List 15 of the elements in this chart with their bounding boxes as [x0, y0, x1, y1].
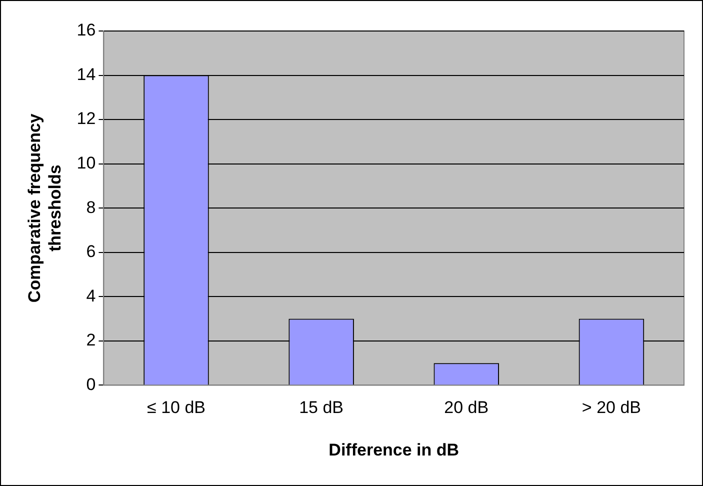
- y-tick-label: 10: [76, 154, 96, 173]
- y-tick-label: 4: [86, 286, 96, 306]
- y-tick-label: 2: [86, 330, 96, 350]
- x-tick-label: > 20 dB: [582, 398, 642, 418]
- y-tick-label: 8: [86, 198, 96, 217]
- x-axis-title: Difference in dB: [328, 440, 460, 460]
- y-tick-label: 0: [86, 374, 96, 394]
- y-axis-title: Comparative frequency thresholds: [24, 113, 64, 303]
- x-tick-label: 20 dB: [444, 398, 489, 418]
- y-tick-label: 14: [76, 64, 96, 84]
- x-tick-label: ≤ 10 dB: [147, 398, 206, 418]
- y-tick-label: 16: [76, 20, 96, 40]
- x-tick-label: 15 dB: [299, 398, 344, 418]
- y-tick-label: 12: [76, 109, 96, 128]
- y-tick-label: 6: [86, 242, 96, 262]
